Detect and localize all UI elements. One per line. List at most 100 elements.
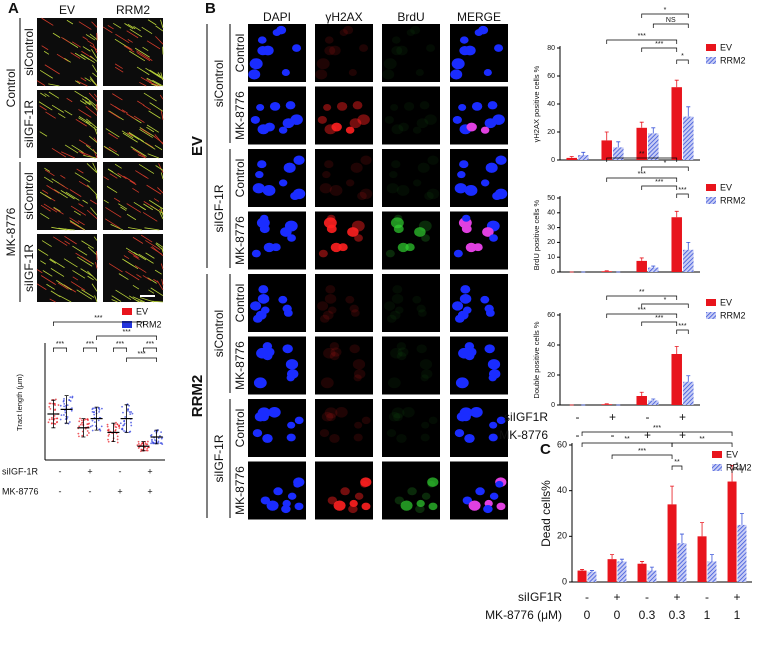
fiber — [95, 261, 98, 269]
significance-bracket — [641, 166, 689, 171]
bar — [671, 217, 682, 272]
row-label: Control — [233, 284, 247, 323]
fiber — [155, 243, 164, 251]
fiber — [136, 52, 151, 62]
y-tick-label: 80 — [547, 45, 555, 52]
nucleus — [329, 352, 340, 361]
dot-cloud — [130, 421, 132, 424]
dot-cloud — [69, 400, 72, 402]
fiber — [36, 80, 46, 86]
error-bar — [651, 265, 656, 268]
fiber — [161, 247, 164, 253]
condition-sign: + — [733, 590, 740, 604]
fiber — [146, 126, 155, 133]
nucleus — [271, 243, 281, 252]
dot-cloud — [151, 440, 153, 442]
fiber — [107, 110, 121, 119]
fiber — [87, 40, 94, 46]
nucleus — [391, 124, 404, 135]
fiber — [123, 45, 135, 53]
significance-bracket — [731, 468, 743, 473]
fiber — [85, 121, 98, 131]
nucleus — [293, 155, 305, 165]
significance-label: *** — [86, 341, 94, 348]
condition-sign: - — [89, 486, 92, 496]
fiber — [92, 72, 98, 78]
dot-cloud — [151, 438, 153, 441]
nucleus — [488, 433, 498, 442]
nucleus — [339, 29, 348, 37]
fiber — [39, 191, 52, 200]
fiber — [132, 284, 140, 290]
fiber — [58, 113, 66, 119]
nucleus — [248, 69, 261, 80]
dot-cloud — [130, 411, 133, 413]
error-bar — [81, 418, 86, 438]
fiber — [132, 187, 140, 193]
fiber — [86, 118, 98, 129]
fiber — [143, 203, 154, 211]
fiber — [81, 240, 94, 249]
nucleus — [336, 101, 348, 111]
nucleus — [354, 234, 363, 242]
nucleus — [489, 421, 498, 429]
nucleus — [402, 406, 415, 418]
fiber — [40, 275, 56, 285]
significance-label: ** — [639, 151, 645, 158]
nucleus — [391, 293, 404, 304]
nucleus — [259, 412, 269, 422]
nucleus — [386, 429, 397, 438]
condition-sign: 0 — [614, 608, 621, 622]
nucleus — [326, 224, 337, 234]
dot-cloud — [107, 428, 110, 431]
dot-cloud — [70, 409, 73, 412]
fiber — [56, 280, 72, 291]
nucleus — [324, 46, 336, 56]
micrograph — [382, 86, 440, 145]
dot-cloud — [140, 448, 143, 451]
condition-sign: + — [673, 590, 680, 604]
nucleus — [281, 505, 291, 514]
fiber — [87, 270, 98, 281]
fiber — [54, 189, 68, 199]
dot-cloud — [54, 408, 57, 411]
nucleus — [322, 310, 334, 320]
fiber — [40, 92, 47, 98]
nucleus — [321, 411, 334, 422]
significance-bracket — [581, 431, 733, 436]
fiber — [147, 153, 159, 159]
significance-bracket — [581, 442, 673, 447]
nucleus — [348, 69, 357, 76]
nucleus — [278, 179, 288, 187]
nucleus — [282, 344, 293, 354]
y-tick-label: 0 — [551, 402, 555, 409]
nucleus — [461, 412, 471, 422]
fiber — [70, 205, 87, 216]
nucleus — [269, 101, 281, 111]
dot-cloud — [119, 422, 122, 425]
fiber — [89, 55, 98, 62]
fiber — [89, 33, 98, 40]
error-bar — [709, 554, 714, 562]
nucleus — [427, 477, 439, 487]
dot-cloud — [63, 405, 65, 408]
fiber — [69, 220, 86, 231]
nucleus — [257, 160, 267, 169]
error-bar — [674, 346, 679, 354]
fiber — [49, 259, 57, 264]
fiber — [64, 144, 79, 154]
fiber — [79, 100, 87, 105]
condition-sign: 1 — [734, 608, 741, 622]
significance-bracket — [53, 321, 144, 326]
nucleus — [487, 101, 498, 110]
fiber — [128, 132, 144, 142]
micrograph — [382, 149, 440, 207]
fiber — [130, 146, 147, 157]
y-tick-label: 60 — [547, 73, 555, 80]
dot-cloud — [116, 423, 119, 426]
fiber — [139, 81, 147, 87]
significance-label: * — [736, 462, 739, 469]
nucleus — [464, 342, 475, 351]
significance-bracket — [676, 59, 689, 64]
fiber — [65, 191, 80, 201]
